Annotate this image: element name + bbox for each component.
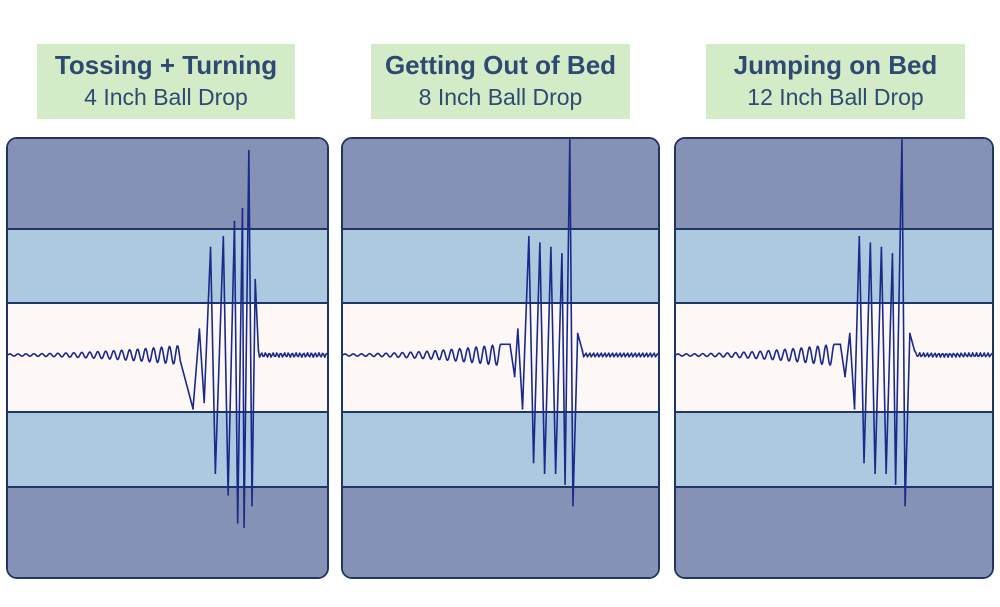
waveform-peak-point	[901, 139, 903, 141]
band-outer	[343, 139, 658, 229]
waveform-peak-point	[844, 375, 846, 378]
waveform-peak-point	[904, 504, 906, 507]
waveform-peak-point	[885, 472, 888, 475]
waveform-peak-point	[572, 504, 574, 507]
label-jumping-on-bed: Jumping on Bed 12 Inch Ball Drop	[706, 44, 965, 119]
panel-subtitle: 12 Inch Ball Drop	[747, 84, 924, 110]
band-outer	[8, 139, 327, 229]
band-center	[343, 303, 658, 412]
waveform-chart	[676, 139, 992, 577]
waveform-peak-point	[192, 407, 194, 410]
band-outer	[8, 487, 327, 577]
waveform-line	[676, 139, 992, 507]
panel-subtitle: 4 Inch Ball Drop	[84, 84, 248, 110]
label-getting-out-of-bed: Getting Out of Bed 8 Inch Ball Drop	[371, 44, 630, 119]
waveform-peak-point	[203, 401, 206, 404]
waveform-peak-point	[564, 483, 566, 485]
waveform-peak-point	[853, 407, 856, 410]
waveform-peak-point	[894, 483, 897, 485]
panel-title: Getting Out of Bed	[384, 50, 617, 80]
waveform-peak-point	[908, 332, 911, 335]
waveform-peak-point	[513, 375, 516, 378]
waveform-peak-point	[581, 349, 584, 352]
waveform-peak-point	[913, 349, 916, 352]
waveform-peak-point	[568, 139, 571, 141]
panel-title: Jumping on Bed	[733, 50, 938, 80]
band-outer	[676, 139, 992, 229]
waveform-peak-point	[863, 461, 865, 464]
waveform-peak-point	[516, 328, 519, 331]
band-outer	[343, 487, 658, 577]
band-outer	[676, 487, 992, 577]
chart-panel-jumping-on-bed	[674, 137, 994, 579]
waveform-peak-point	[251, 504, 253, 507]
waveform-peak-point	[521, 407, 524, 410]
chart-panel-getting-out-of-bed	[341, 137, 660, 579]
waveform-peak-point	[209, 246, 212, 249]
band-middle	[343, 412, 658, 487]
band-middle	[676, 229, 992, 303]
waveform-peak-point	[233, 220, 236, 223]
waveform-peak-point	[243, 526, 245, 528]
chart-panel-tossing-turning	[6, 137, 329, 579]
label-tossing-turning: Tossing + Turning 4 Inch Ball Drop	[37, 44, 295, 119]
waveform-peak-point	[509, 343, 511, 346]
waveform-peak-point	[550, 246, 552, 249]
waveform-peak-point	[869, 242, 872, 245]
waveform-peak-point	[241, 207, 244, 210]
waveform-peak-point	[532, 461, 535, 464]
waveform-peak-point	[891, 253, 894, 255]
waveform-chart	[8, 139, 327, 577]
waveform-peak-point	[227, 493, 230, 496]
waveform-chart	[343, 139, 658, 577]
waveform-peak-point	[198, 328, 201, 331]
waveform-peak-point	[247, 149, 250, 152]
band-middle	[343, 229, 658, 303]
waveform-peak-point	[848, 332, 851, 335]
waveform-peak-point	[554, 472, 557, 475]
panel-title: Tossing + Turning	[54, 50, 278, 80]
waveform-peak-point	[874, 472, 876, 475]
waveform-peak-point	[214, 472, 217, 475]
waveform-line	[8, 149, 327, 528]
waveform-peak-point	[839, 343, 842, 346]
waveform-line	[343, 139, 658, 507]
waveform-peak-point	[880, 246, 883, 249]
band-middle	[676, 412, 992, 487]
waveform-peak-point	[222, 235, 225, 238]
waveform-peak-point	[576, 332, 579, 335]
waveform-peak-point	[527, 235, 530, 238]
band-middle	[8, 229, 327, 303]
panel-subtitle: 8 Inch Ball Drop	[418, 84, 583, 110]
waveform-peak-point	[858, 235, 861, 238]
waveform-peak-point	[236, 521, 239, 524]
waveform-peak-point	[543, 472, 546, 475]
waveform-peak-point	[254, 278, 257, 281]
waveform-peak-point	[561, 253, 563, 255]
waveform-peak-point	[257, 349, 260, 352]
band-middle	[8, 412, 327, 487]
band-center	[676, 303, 992, 412]
waveform-peak-point	[538, 242, 541, 245]
